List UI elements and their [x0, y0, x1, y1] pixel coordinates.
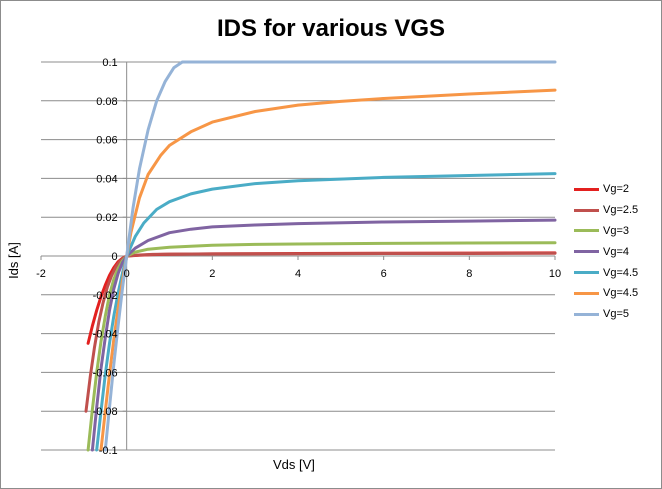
legend-item-2: Vg=3	[574, 221, 638, 242]
series-line-5	[99, 88, 557, 452]
legend-label-4: Vg=4.5	[603, 266, 639, 279]
legend-label-6: Vg=5	[603, 308, 629, 321]
legend-item-0: Vg=2	[574, 179, 638, 200]
legend-swatch-4	[574, 271, 599, 275]
legend-label-5: Vg=4.5	[603, 287, 639, 300]
legend-label-3: Vg=4	[603, 245, 629, 258]
y-tick-label-8: 0.06	[96, 135, 117, 147]
x-tick-label-4: 6	[381, 268, 387, 280]
y-tick-label-2: -0.06	[93, 367, 118, 379]
legend-label-2: Vg=3	[603, 224, 629, 237]
legend-swatch-2	[574, 229, 599, 233]
legend-label-0: Vg=2	[603, 183, 629, 196]
legend-swatch-1	[574, 208, 599, 212]
x-tick-label-3: 4	[295, 268, 301, 280]
y-tick-label-5: 0	[112, 251, 118, 263]
y-tick-label-7: 0.04	[96, 173, 117, 185]
legend-item-6: Vg=5	[574, 304, 638, 325]
y-tick-label-9: 0.08	[96, 96, 117, 108]
legend-item-3: Vg=4	[574, 241, 638, 262]
x-tick-label-6: 10	[549, 268, 561, 280]
legend-item-4: Vg=4.5	[574, 262, 638, 283]
chart-title: IDS for various VGS	[216, 15, 446, 42]
y-tick-label-6: 0.02	[96, 212, 117, 224]
x-tick-label-0: -2	[36, 268, 46, 280]
legend-item-5: Vg=4.5	[574, 283, 638, 304]
y-tick-label-0: -0.1	[99, 445, 118, 457]
x-axis-title: Vds [V]	[273, 457, 315, 472]
series-line-1	[84, 251, 557, 413]
y-axis-title: Ids [A]	[5, 242, 21, 279]
legend-swatch-3	[574, 250, 599, 254]
legend-item-1: Vg=2.5	[574, 200, 638, 221]
y-tick-label-1: -0.08	[93, 406, 118, 418]
legend: Vg=2 Vg=2.5 Vg=3 Vg=4 Vg=4.5 Vg=4.5 Vg=5	[574, 179, 638, 325]
y-tick-label-3: -0.04	[93, 329, 118, 341]
x-tick-label-2: 2	[209, 268, 215, 280]
legend-swatch-6	[574, 312, 599, 316]
series-line-2	[86, 241, 557, 452]
legend-label-1: Vg=2.5	[603, 204, 639, 217]
series-line-4	[95, 172, 557, 452]
y-tick-label-4: -0.02	[93, 290, 118, 302]
legend-swatch-0	[574, 187, 599, 191]
series-line-0	[86, 251, 557, 345]
series-line-3	[90, 218, 557, 452]
x-tick-label-1: 0	[124, 268, 130, 280]
series-line-6	[103, 60, 557, 452]
x-tick-label-5: 8	[466, 268, 472, 280]
legend-swatch-5	[574, 291, 599, 295]
y-tick-label-10: 0.1	[102, 57, 117, 69]
